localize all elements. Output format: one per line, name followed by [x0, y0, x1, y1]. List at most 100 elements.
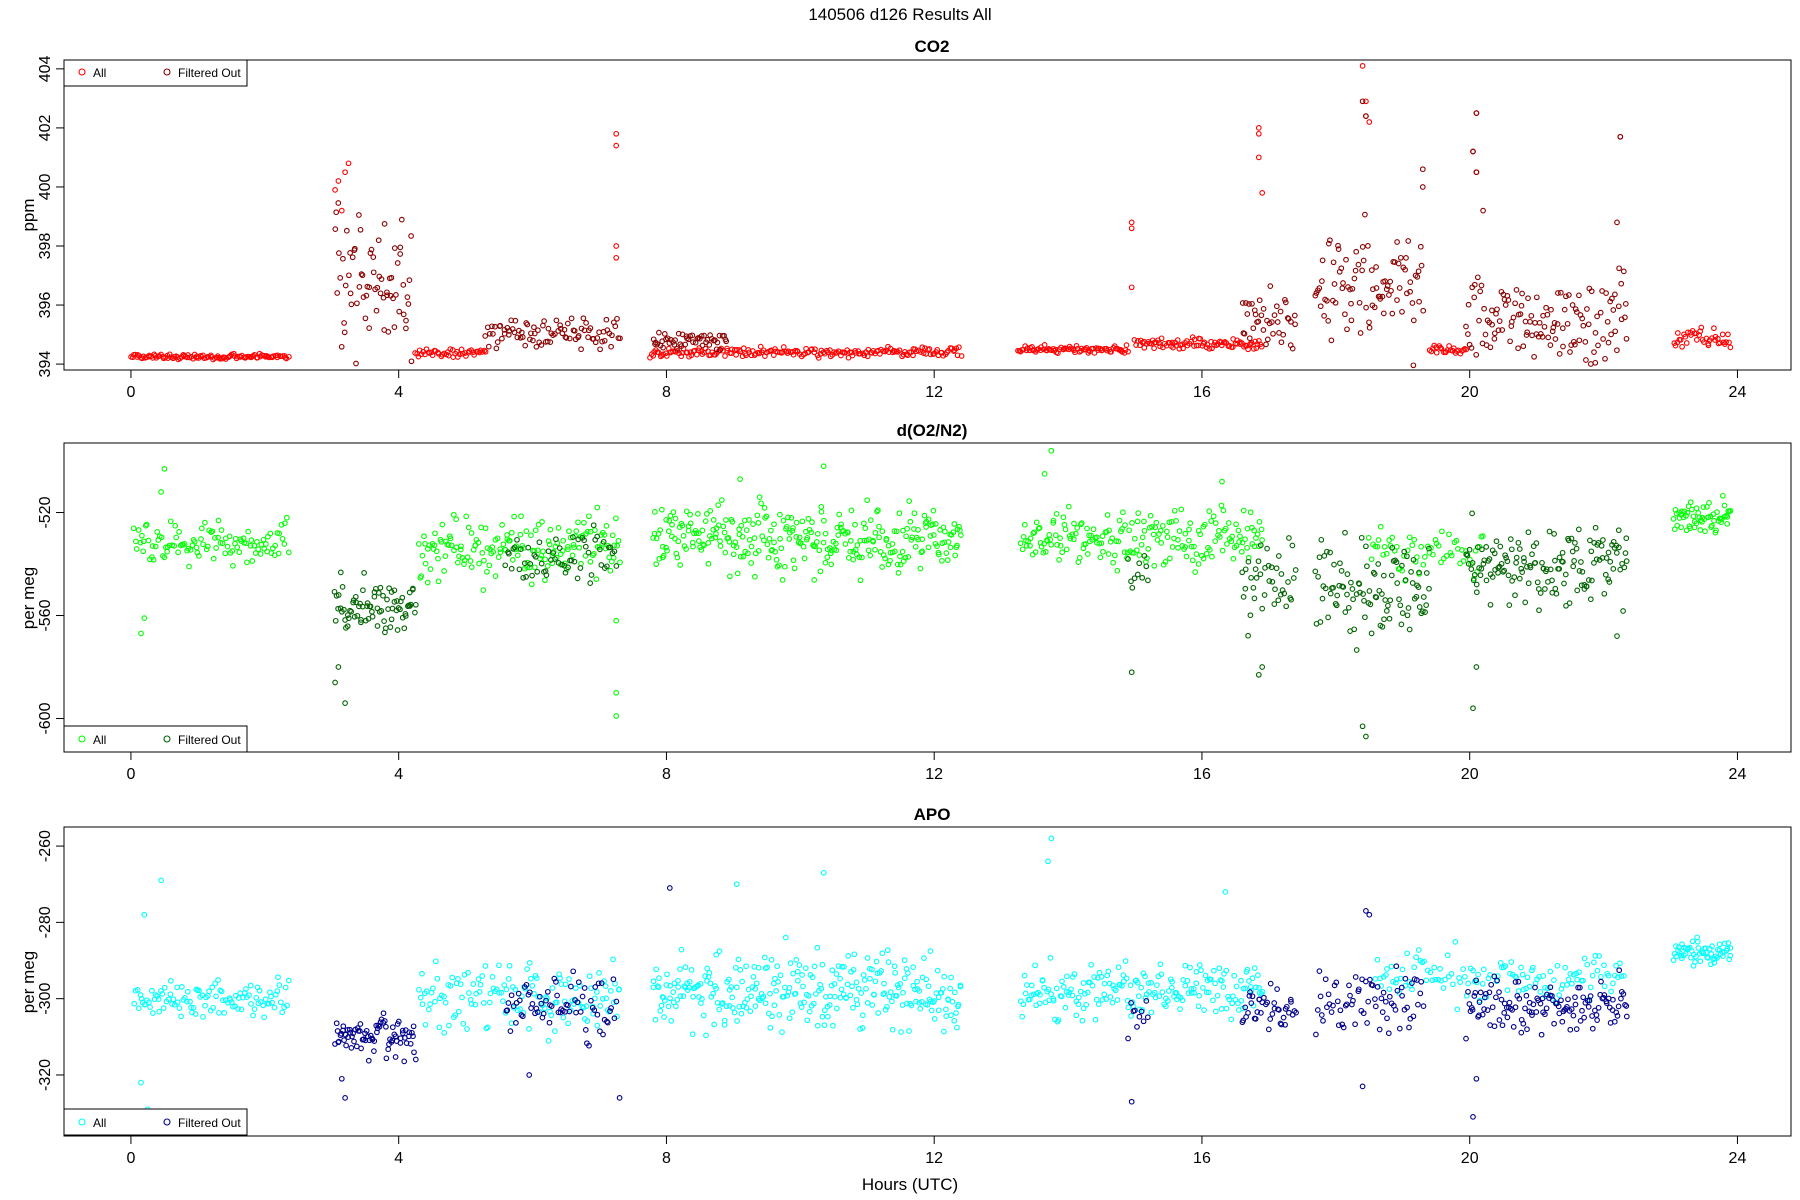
y-tick-label-co2: 402 — [37, 114, 54, 141]
data-point-co2-filtered — [374, 284, 381, 291]
data-point-do2n2-filtered — [1478, 565, 1485, 572]
data-point-apo-all — [1393, 976, 1400, 983]
y-tick-label-apo: -260 — [37, 830, 54, 862]
data-point-do2n2-all — [934, 543, 940, 549]
data-point-do2n2-filtered — [553, 536, 559, 543]
data-point-apo-filtered — [1473, 1075, 1480, 1082]
data-point-apo-all — [1694, 938, 1701, 945]
data-point-co2-filtered — [1246, 301, 1252, 307]
data-point-apo-filtered — [1600, 994, 1607, 1001]
data-point-apo-all — [577, 983, 583, 989]
data-point-apo-all — [738, 1010, 745, 1017]
data-point-apo-filtered — [1313, 1031, 1319, 1038]
data-point-do2n2-all — [1157, 527, 1164, 534]
data-point-do2n2-all — [1046, 532, 1053, 538]
data-point-apo-all — [482, 963, 489, 969]
data-point-apo-filtered — [1369, 982, 1376, 989]
data-point-apo-filtered — [591, 1007, 598, 1013]
data-point-do2n2-all — [1173, 518, 1179, 524]
data-point-do2n2-filtered — [1401, 548, 1408, 555]
data-point-do2n2-all — [229, 548, 236, 554]
data-point-do2n2-all — [1225, 520, 1232, 526]
data-point-do2n2-all — [1040, 549, 1047, 556]
data-point-do2n2-filtered — [1319, 595, 1326, 602]
data-point-co2-filtered — [400, 311, 407, 318]
data-point-do2n2-all — [902, 554, 909, 561]
data-point-do2n2-all — [723, 517, 729, 523]
data-point-do2n2-filtered — [1409, 580, 1416, 586]
data-point-apo-all — [661, 1014, 667, 1020]
data-point-do2n2-filtered — [1290, 575, 1297, 581]
data-point-do2n2-all — [1724, 521, 1731, 527]
data-point-do2n2-filtered — [1285, 579, 1291, 585]
data-point-co2-filtered — [1480, 207, 1486, 214]
data-point-do2n2-filtered — [1380, 572, 1387, 579]
data-point-apo-all — [750, 974, 757, 980]
data-point-apo-filtered — [1486, 989, 1493, 996]
data-point-co2-all — [1450, 345, 1457, 352]
data-point-do2n2-all — [1374, 543, 1381, 550]
data-point-do2n2-all — [1233, 521, 1239, 528]
data-point-do2n2-all — [613, 515, 619, 522]
data-point-do2n2-all — [672, 535, 678, 542]
data-point-apo-filtered — [410, 1023, 417, 1030]
data-point-apo-all — [1247, 984, 1254, 990]
data-point-apo-filtered — [1616, 967, 1623, 974]
data-point-do2n2-filtered — [1381, 616, 1387, 623]
data-point-do2n2-all — [1041, 471, 1048, 477]
data-point-apo-all — [1028, 982, 1035, 989]
data-point-do2n2-all — [737, 476, 743, 482]
data-point-co2-filtered — [528, 330, 534, 337]
data-point-apo-filtered — [409, 1029, 415, 1036]
data-point-co2-filtered — [1319, 278, 1325, 284]
data-point-apo-filtered — [1539, 995, 1546, 1002]
data-point-apo-filtered — [577, 1009, 584, 1015]
data-point-apo-filtered — [1570, 1012, 1577, 1019]
data-point-do2n2-all — [1159, 523, 1166, 529]
data-point-co2-all — [1125, 348, 1131, 355]
data-point-apo-all — [567, 1007, 574, 1013]
data-point-co2-filtered — [1407, 288, 1413, 295]
data-point-do2n2-all — [1197, 531, 1204, 538]
data-point-do2n2-all — [1421, 554, 1428, 560]
data-point-do2n2-filtered — [1358, 534, 1365, 541]
data-point-apo-all — [1502, 963, 1509, 969]
data-point-apo-all — [170, 996, 177, 1003]
data-point-do2n2-all — [932, 521, 939, 527]
data-point-do2n2-filtered — [1387, 597, 1394, 604]
data-point-apo-all — [799, 972, 805, 978]
y-tick-label-apo: -300 — [37, 983, 54, 1015]
data-point-co2-filtered — [585, 334, 591, 341]
ylabel-co2: ppm — [19, 198, 38, 231]
data-point-co2-filtered — [531, 330, 538, 337]
data-point-apo-all — [650, 978, 657, 985]
data-point-do2n2-all — [705, 540, 712, 546]
data-point-apo-filtered — [1543, 1005, 1550, 1012]
data-point-apo-all — [884, 947, 891, 953]
data-point-do2n2-filtered — [1348, 579, 1354, 586]
data-point-do2n2-all — [1176, 528, 1183, 534]
data-point-apo-filtered — [1618, 995, 1624, 1002]
data-point-co2-filtered — [531, 324, 537, 331]
data-point-co2-all — [812, 346, 818, 353]
data-point-co2-filtered — [1482, 331, 1489, 338]
data-point-do2n2-filtered — [1318, 536, 1325, 543]
x-tick-label-co2: 16 — [1193, 384, 1211, 401]
data-point-co2-filtered — [1366, 324, 1373, 331]
data-point-apo-filtered — [1620, 991, 1627, 997]
data-point-apo-all — [951, 1017, 958, 1024]
data-point-do2n2-all — [1138, 541, 1145, 548]
data-point-apo-all — [811, 963, 818, 970]
data-point-apo-all — [668, 1018, 675, 1024]
data-point-do2n2-filtered — [1242, 585, 1249, 592]
data-point-apo-filtered — [1559, 1018, 1566, 1025]
data-point-do2n2-filtered — [502, 562, 509, 569]
data-point-do2n2-all — [431, 542, 438, 549]
data-point-co2-filtered — [400, 282, 407, 288]
data-point-co2-all — [827, 353, 834, 360]
data-point-apo-filtered — [1364, 1020, 1370, 1026]
data-point-apo-filtered — [357, 1021, 364, 1027]
data-point-co2-all — [917, 349, 924, 355]
data-point-do2n2-all — [1090, 526, 1097, 533]
data-point-apo-all — [452, 1012, 459, 1018]
